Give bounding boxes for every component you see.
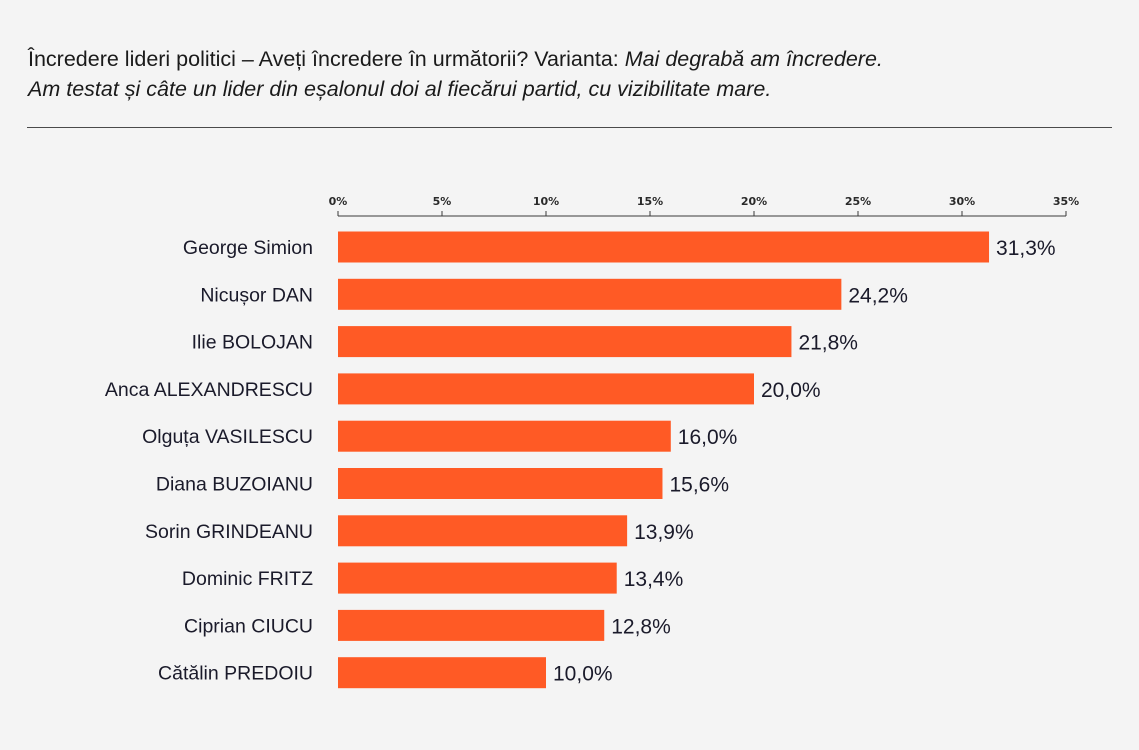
- bar: [338, 657, 546, 689]
- category-label: Cătălin PREDOIU: [158, 663, 313, 685]
- x-tick-label: 20%: [741, 195, 767, 208]
- category-label: Dominic FRITZ: [182, 568, 313, 590]
- value-label: 16,0%: [678, 426, 738, 449]
- bar: [338, 278, 842, 310]
- chart-title-line-1: Încredere lideri politici – Aveți încred…: [28, 44, 1118, 74]
- x-tick-label: 25%: [845, 195, 871, 208]
- category-label: Sorin GRINDEANU: [145, 521, 313, 543]
- x-tick-label: 5%: [433, 195, 452, 208]
- x-tick-label: 0%: [329, 195, 348, 208]
- bar: [338, 373, 754, 405]
- bar: [338, 420, 671, 452]
- value-label: 15,6%: [669, 474, 729, 497]
- category-label: Anca ALEXANDRESCU: [105, 379, 313, 401]
- category-label: Diana BUZOIANU: [156, 474, 313, 496]
- value-label: 31,3%: [996, 237, 1056, 260]
- x-tick-label: 15%: [637, 195, 663, 208]
- bar: [338, 326, 792, 358]
- bar: [338, 515, 628, 547]
- chart-subtitle: Am testat și câte un lider din eșalonul …: [28, 74, 1118, 104]
- category-label: Ciprian CIUCU: [184, 615, 313, 637]
- chart-subtitle-text: Am testat și câte un lider din eșalonul …: [28, 77, 772, 101]
- x-tick-label: 30%: [949, 195, 975, 208]
- value-label: 13,9%: [634, 521, 694, 544]
- x-tick-label: 35%: [1053, 195, 1079, 208]
- value-label: 20,0%: [761, 379, 821, 402]
- chart-title-regular: Încredere lideri politici – Aveți încred…: [28, 47, 625, 71]
- value-label: 12,8%: [611, 615, 671, 638]
- value-label: 24,2%: [848, 284, 908, 307]
- bar: [338, 562, 617, 594]
- bar: [338, 609, 605, 641]
- category-label: Olguța VASILESCU: [142, 426, 313, 448]
- value-label: 13,4%: [624, 568, 684, 591]
- value-label: 10,0%: [553, 663, 613, 686]
- chart-title-italic: Mai degrabă am încredere.: [624, 47, 883, 71]
- chart-header: Încredere lideri politici – Aveți încred…: [28, 44, 1118, 104]
- header-divider: [27, 127, 1112, 128]
- bars: George Simion 31,3% Nicușor DAN 24,2% Ilie B…: [105, 231, 1056, 689]
- bar: [338, 468, 663, 499]
- bar: [338, 231, 990, 263]
- category-label: Nicușor DAN: [200, 284, 313, 306]
- x-axis: 0% 5% 10% 15% 20% 25% 30% 35%: [329, 195, 1079, 217]
- x-tick-label: 10%: [533, 195, 559, 208]
- category-label: George Simion: [183, 237, 313, 259]
- category-label: Ilie BOLOJAN: [192, 332, 313, 354]
- value-label: 21,8%: [798, 332, 858, 355]
